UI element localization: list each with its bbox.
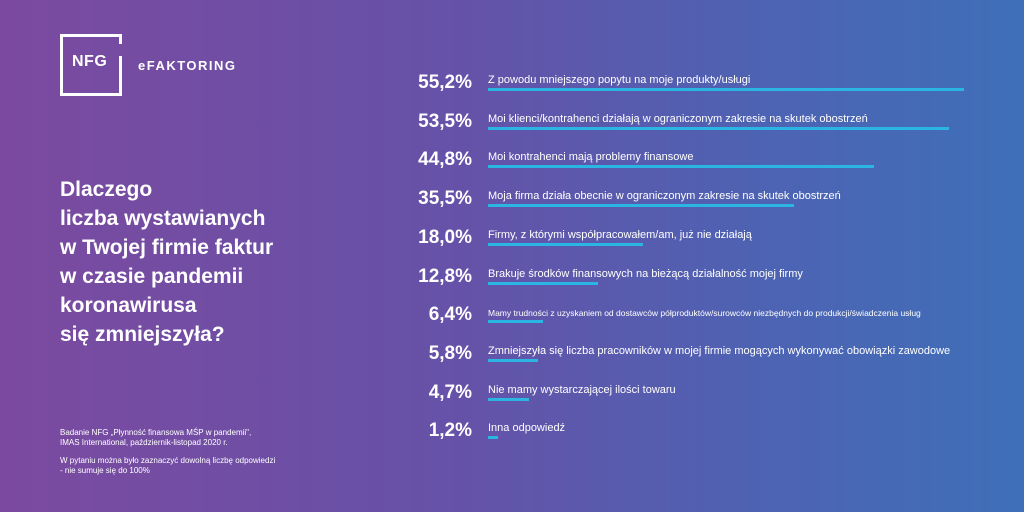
category-label: Moi kontrahenci mają problemy finansowe (488, 151, 694, 164)
brand-name: eFAKTORING (138, 57, 237, 73)
method-line: W pytaniu można było zaznaczyć dowolną l… (60, 456, 276, 465)
chart-row: 1,2% Inna odpowiedź (0, 420, 1024, 460)
chart-row: 5,8% Zmniejszyła się liczba pracowników w… (0, 343, 1024, 383)
bar (488, 88, 964, 91)
value-label: 12,8% (418, 265, 472, 287)
chart-row: 44,8% Moi kontrahenci mają problemy finan… (0, 149, 1024, 189)
value-label: 53,5% (418, 110, 472, 132)
bar (488, 281, 599, 285)
category-label: Zmniejszyła się liczba pracowników w moj… (488, 344, 951, 357)
question-line: koronawirusa (60, 294, 197, 317)
source-line: Badanie NFG „Płynność finansowa MŚP w pa… (60, 428, 252, 437)
bar (488, 204, 795, 208)
question-line: Dlaczego (60, 178, 153, 201)
nfg-logo-icon: NFG (60, 34, 122, 96)
source-line: IMAS International, październik-listopad… (60, 438, 228, 447)
chart-row: 55,2% Z powodu mniejszego popytu na moje … (0, 72, 1024, 112)
category-label: Inna odpowiedź (488, 422, 566, 435)
method-note: W pytaniu można było zaznaczyć dowolną l… (60, 456, 360, 476)
value-label: 4,7% (428, 381, 472, 403)
value-label: 35,5% (418, 188, 472, 210)
bar (488, 126, 950, 130)
chart-row: 35,5% Moja firma działa obecnie w ogranic… (0, 188, 1024, 228)
question-line: się zmniejszyła? (60, 323, 225, 346)
category-label: Brakuje środków finansowych na bieżącą d… (488, 267, 803, 280)
category-label: Z powodu mniejszego popytu na moje produ… (488, 74, 751, 86)
category-label: Mamy trudności z uzyskaniem od dostawców… (488, 308, 921, 319)
question-line: w Twojej firmie faktur (60, 236, 274, 259)
chart-row: 12,8% Brakuje środków finansowych na bież… (0, 266, 1024, 306)
value-label: 55,2% (418, 72, 472, 93)
bar (488, 436, 499, 440)
bar (488, 242, 644, 246)
bar (488, 358, 538, 362)
value-label: 1,2% (428, 420, 472, 442)
chart-row: 4,7% Nie mamy wystarczającej ilości towar… (0, 382, 1024, 422)
footnote: Badanie NFG „Płynność finansowa MŚP w pa… (60, 428, 360, 484)
question-line: liczba wystawianych (60, 207, 266, 230)
method-line: - nie sumuje się do 100% (60, 466, 150, 475)
category-label: Firmy, z którymi współpracowałem/am, już… (488, 228, 752, 241)
chart-row: 18,0% Firmy, z którymi współpracowałem/am… (0, 227, 1024, 267)
question-line: w czasie pandemii (60, 265, 244, 288)
bar (488, 320, 544, 324)
bar (488, 397, 529, 401)
source-note: Badanie NFG „Płynność finansowa MŚP w pa… (60, 428, 360, 448)
value-label: 6,4% (428, 304, 472, 326)
category-label: Nie mamy wystarczającej ilości towaru (488, 383, 676, 396)
chart-row: 6,4% Mamy trudności z uzyskaniem od dosta… (0, 304, 1024, 344)
value-label: 5,8% (428, 342, 472, 364)
question-title: Dlaczego liczba wystawianych w Twojej fi… (60, 175, 350, 349)
value-label: 18,0% (418, 226, 472, 248)
category-label: Moja firma działa obecnie w ograniczonym… (488, 190, 841, 203)
category-label: Moi klienci/kontrahenci działają w ogran… (488, 112, 868, 125)
bar (488, 165, 875, 169)
value-label: 44,8% (418, 149, 472, 171)
logo-mark: NFG (72, 53, 108, 70)
logo: NFG eFAKTORING (60, 34, 237, 96)
chart-row: 53,5% Moi klienci/kontrahenci działają w … (0, 111, 1024, 151)
